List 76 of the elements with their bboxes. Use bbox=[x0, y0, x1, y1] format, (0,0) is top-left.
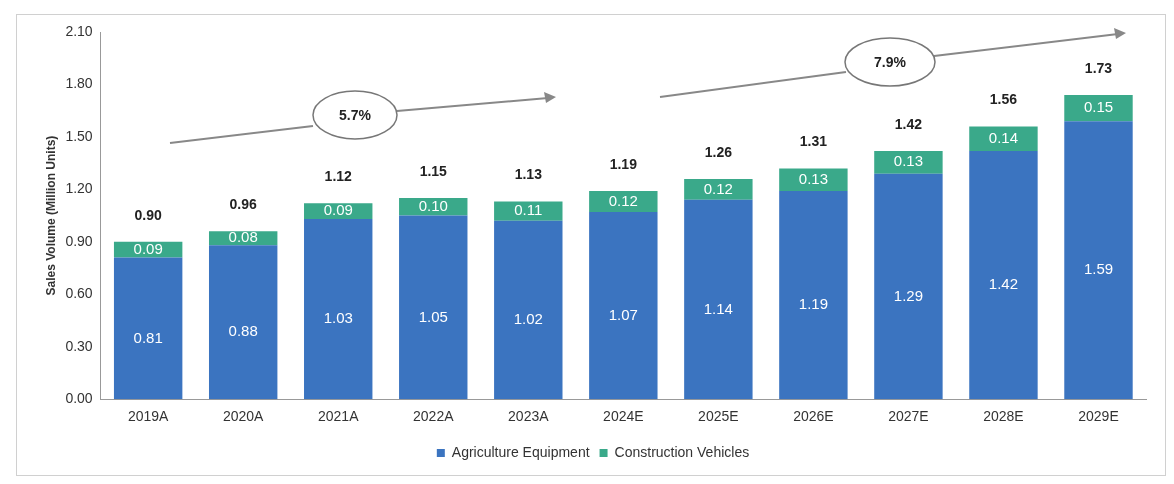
y-tick-label: 0.00 bbox=[65, 390, 93, 407]
data-label: 0.14 bbox=[988, 128, 1019, 146]
total-label: 1.31 bbox=[799, 133, 828, 150]
x-tick-label: 2019A bbox=[127, 408, 170, 425]
y-tick-label: 1.20 bbox=[65, 180, 93, 197]
bar bbox=[969, 126, 1038, 151]
data-label: 1.59 bbox=[1083, 260, 1114, 278]
total-label: 1.42 bbox=[894, 115, 923, 132]
data-label: 0.10 bbox=[418, 197, 448, 214]
bar bbox=[399, 215, 468, 400]
x-tick-label: 2028E bbox=[983, 408, 1024, 425]
bar bbox=[1064, 121, 1133, 400]
bar bbox=[874, 173, 943, 400]
x-tick-label: 2026E bbox=[793, 408, 834, 425]
total-label: 1.56 bbox=[989, 91, 1018, 108]
bar bbox=[684, 178, 753, 200]
legend-label: Construction Vehicles bbox=[614, 443, 750, 460]
total-label: 1.15 bbox=[419, 162, 448, 179]
data-label: 0.13 bbox=[798, 169, 828, 187]
data-label: 0.09 bbox=[323, 201, 353, 219]
data-label: 0.11 bbox=[514, 201, 543, 219]
total-label: 1.19 bbox=[609, 155, 638, 172]
annotation: 5.7% bbox=[339, 107, 371, 123]
bar bbox=[779, 168, 848, 192]
y-tick-label: 0.60 bbox=[65, 285, 93, 302]
x-tick-label: 2027E bbox=[888, 408, 929, 425]
bar bbox=[304, 219, 373, 400]
data-label: 0.08 bbox=[228, 228, 258, 246]
total-label: 1.73 bbox=[1084, 59, 1113, 76]
x-tick-label: 2020A bbox=[222, 408, 265, 425]
bar bbox=[684, 199, 753, 400]
data-label: 0.12 bbox=[703, 179, 733, 197]
data-label: 0.09 bbox=[133, 239, 163, 257]
data-label: 1.07 bbox=[608, 305, 638, 323]
data-label: 1.42 bbox=[988, 275, 1019, 293]
bar bbox=[589, 191, 658, 213]
data-label: 1.02 bbox=[513, 310, 543, 328]
y-tick-label: 1.80 bbox=[65, 75, 93, 92]
y-tick-label: 1.50 bbox=[65, 127, 93, 144]
bar bbox=[399, 198, 468, 216]
bar bbox=[494, 201, 563, 221]
annotation: 7.9% bbox=[874, 54, 906, 70]
x-tick-label: 2025E bbox=[698, 408, 739, 425]
data-label: 0.88 bbox=[228, 322, 258, 340]
bar bbox=[969, 150, 1038, 400]
bar bbox=[1064, 94, 1133, 122]
data-label: 1.19 bbox=[798, 295, 828, 313]
total-label: 1.13 bbox=[514, 166, 543, 183]
data-label: 0.12 bbox=[608, 191, 638, 209]
data-label: 1.05 bbox=[418, 307, 448, 325]
bar bbox=[874, 150, 943, 174]
data-label: 0.15 bbox=[1083, 98, 1114, 116]
bar bbox=[208, 245, 278, 400]
data-label: 0.13 bbox=[893, 152, 924, 170]
bar bbox=[779, 191, 848, 400]
y-tick-label: 0.90 bbox=[65, 232, 93, 249]
bar bbox=[494, 220, 563, 400]
y-tick-label: 0.30 bbox=[65, 337, 93, 354]
bar bbox=[589, 212, 658, 400]
bar bbox=[113, 257, 183, 400]
x-tick-label: 2022A bbox=[413, 408, 455, 425]
data-label: 1.03 bbox=[323, 309, 353, 327]
x-tick-label: 2024E bbox=[603, 408, 644, 425]
y-tick-label: 2.10 bbox=[65, 22, 93, 39]
x-tick-label: 2023A bbox=[508, 408, 550, 425]
total-label: 0.90 bbox=[134, 206, 162, 223]
total-label: 1.26 bbox=[704, 143, 733, 160]
legend-label: Agriculture Equipment bbox=[451, 443, 590, 460]
total-label: 1.12 bbox=[324, 168, 353, 185]
data-label: 1.14 bbox=[703, 299, 733, 317]
x-tick-label: 2021A bbox=[317, 408, 360, 425]
x-tick-label: 2029E bbox=[1078, 408, 1119, 425]
data-label: 1.29 bbox=[893, 286, 924, 304]
data-label: 0.81 bbox=[133, 328, 163, 346]
y-axis-title: Sales Volume (Million Units) bbox=[43, 135, 58, 296]
total-label: 0.96 bbox=[229, 196, 258, 213]
